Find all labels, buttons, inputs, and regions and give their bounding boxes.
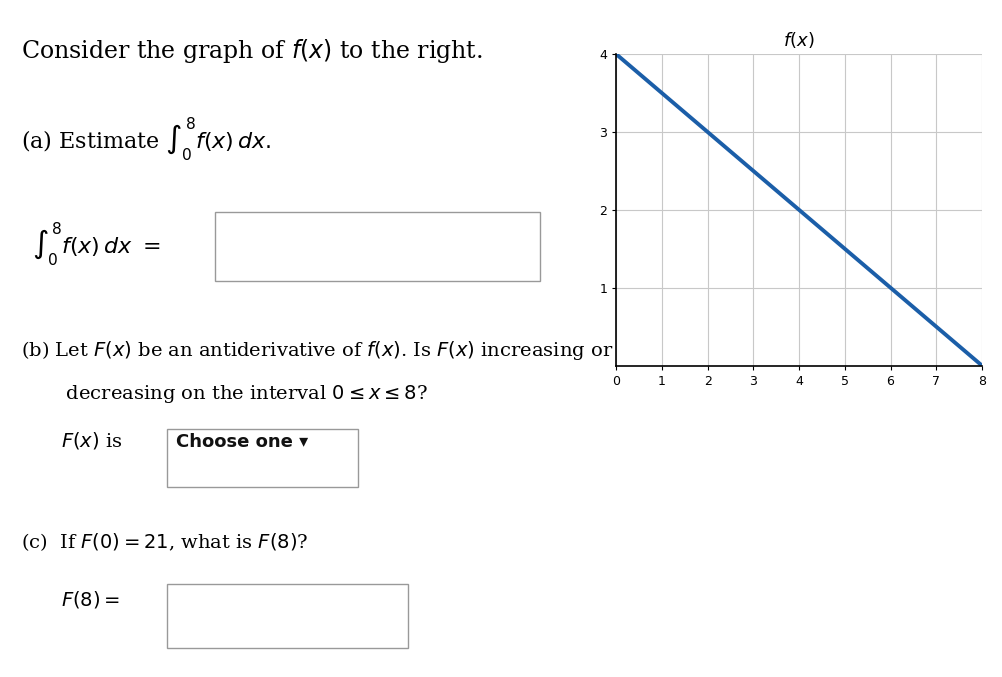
Text: Consider the graph of $f(x)$ to the right.: Consider the graph of $f(x)$ to the righ… — [21, 37, 483, 65]
Text: decreasing on the interval $0 \leq x \leq 8$?: decreasing on the interval $0 \leq x \le… — [41, 383, 428, 404]
Text: $F(x)$ is: $F(x)$ is — [60, 430, 122, 451]
Text: (c)  If $F(0) = 21$, what is $F(8)$?: (c) If $F(0) = 21$, what is $F(8)$? — [21, 531, 309, 553]
FancyBboxPatch shape — [214, 212, 540, 281]
Text: (b) Let $F(x)$ be an antiderivative of $f(x)$. Is $F(x)$ increasing or: (b) Let $F(x)$ be an antiderivative of $… — [21, 338, 613, 362]
FancyBboxPatch shape — [167, 429, 358, 487]
Text: $F(8) =$: $F(8) =$ — [60, 589, 119, 610]
Title: $f(x)$: $f(x)$ — [784, 30, 815, 50]
FancyBboxPatch shape — [167, 584, 409, 648]
Text: Choose one ▾: Choose one ▾ — [175, 433, 308, 452]
Text: $\int_0^8 f(x)\,dx \ =$: $\int_0^8 f(x)\,dx \ =$ — [32, 220, 160, 268]
Text: (a) Estimate $\int_0^8 f(x)\,dx.$: (a) Estimate $\int_0^8 f(x)\,dx.$ — [21, 115, 272, 163]
